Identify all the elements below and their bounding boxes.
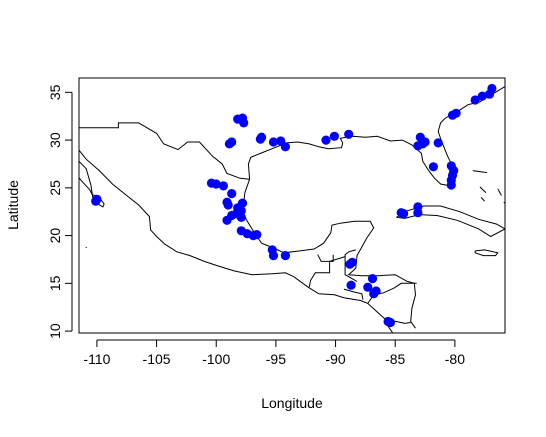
coastline-segment (479, 186, 487, 193)
x-tick-label: -110 (83, 351, 110, 367)
data-point (347, 257, 357, 267)
data-point (344, 129, 354, 139)
y-axis-label: Latitude (5, 180, 21, 230)
data-point (329, 131, 339, 141)
data-point (470, 95, 480, 105)
y-axis: 10 15 20 25 30 35 (47, 84, 73, 339)
data-point (223, 200, 233, 210)
data-point (252, 230, 262, 240)
coastline-segment (247, 86, 505, 187)
data-point (477, 91, 487, 101)
y-tick-label: 10 (47, 323, 63, 339)
data-point (446, 180, 456, 190)
y-tick-label: 30 (47, 132, 63, 148)
data-point (367, 274, 378, 284)
data-point (239, 118, 249, 128)
data-point (280, 142, 290, 152)
points-layer (91, 83, 497, 328)
y-tick-label: 25 (47, 180, 63, 196)
x-tick-label: -90 (325, 351, 345, 367)
coastline-segment (317, 254, 334, 262)
data-point (222, 215, 232, 225)
data-point (487, 83, 497, 94)
data-point (346, 280, 356, 290)
coastline-segment (79, 149, 394, 333)
x-tick-label: -100 (202, 351, 230, 367)
data-point (92, 194, 102, 204)
data-point (428, 162, 438, 172)
data-point (237, 198, 248, 208)
data-point (280, 251, 290, 261)
data-point (451, 108, 461, 118)
data-point (257, 132, 267, 142)
x-tick-label: -80 (445, 351, 465, 367)
coastline-segment (79, 122, 250, 180)
x-tick-label: -95 (266, 351, 286, 367)
data-point (236, 212, 246, 222)
coastline-segment (472, 170, 488, 174)
data-point (363, 282, 373, 292)
data-point (399, 209, 409, 219)
data-point (413, 208, 423, 218)
x-tick-label: -105 (143, 351, 171, 367)
coastline-segment (474, 249, 499, 257)
data-point (268, 251, 279, 261)
data-point (433, 138, 443, 148)
data-point (371, 286, 381, 296)
plot-frame (78, 77, 506, 334)
coastline-segment (503, 201, 505, 205)
data-point (227, 189, 237, 199)
data-point (420, 137, 430, 147)
coastline-segment (241, 179, 417, 329)
coastline-segment (343, 288, 364, 300)
x-axis-label: Longitude (261, 395, 323, 411)
data-point (218, 181, 228, 191)
data-point (227, 137, 237, 147)
coastline-segment (79, 160, 105, 208)
x-tick-label: -85 (385, 351, 405, 367)
data-point (268, 137, 279, 147)
data-point (385, 317, 395, 328)
coastline-segment (480, 197, 486, 202)
coastline-segment (344, 256, 358, 282)
data-point (211, 179, 221, 189)
y-tick-label: 15 (47, 275, 63, 291)
x-axis: -110 -105 -100 -95 -90 -85 -80 (83, 339, 465, 367)
coastline-layer (79, 86, 505, 333)
y-tick-label: 35 (47, 84, 63, 100)
coastline-segment (497, 188, 502, 196)
data-point (321, 135, 331, 145)
y-tick-label: 20 (47, 228, 63, 244)
coastline-segment (396, 205, 505, 238)
